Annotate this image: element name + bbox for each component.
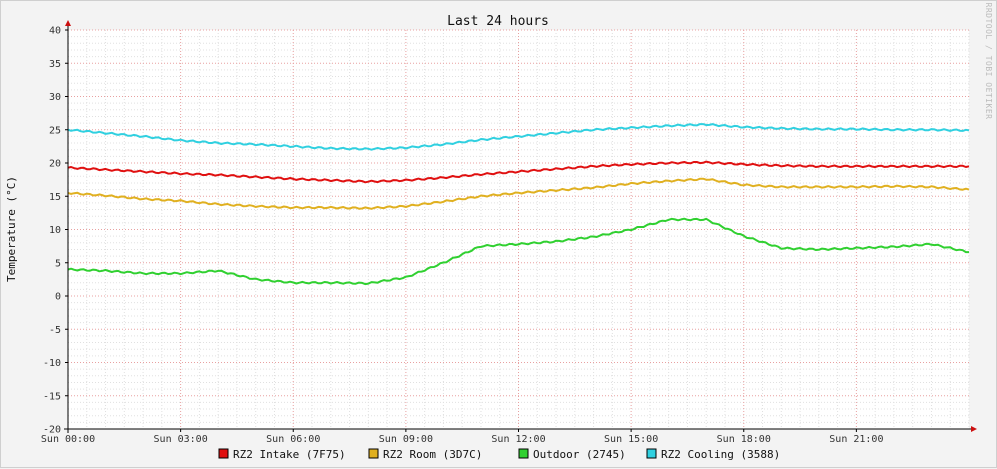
x-tick-label: Sun 03:00: [154, 434, 208, 445]
series-line-rz2-cooling-3588: [67, 123, 970, 151]
x-tick-label: Sun 09:00: [379, 434, 433, 445]
legend-label: RZ2 Intake (7F75): [233, 448, 346, 461]
y-tick-label: 20: [49, 159, 61, 170]
y-tick-label: 25: [49, 125, 61, 136]
y-tick-label: -15: [43, 391, 61, 402]
x-tick-label: Sun 18:00: [717, 434, 771, 445]
y-tick-label: -10: [43, 358, 61, 369]
legend-swatch: [646, 448, 657, 459]
x-tick-label: Sun 06:00: [266, 434, 320, 445]
legend-label: Outdoor (2745): [533, 448, 626, 461]
rrdtool-watermark: RRDTOOL / TOBI OETIKER: [984, 3, 993, 120]
legend: RZ2 Intake (7F75) RZ2 Room (3D7C) Outdoor …: [218, 448, 780, 461]
legend-swatch: [218, 448, 229, 459]
series-line-rz2-intake-7f75: [67, 160, 970, 184]
y-tick-label: 40: [49, 26, 61, 37]
y-tick-label: 0: [55, 292, 61, 303]
series-line-rz2-room-3d7c: [67, 177, 970, 210]
legend-label: RZ2 Room (3D7C): [383, 448, 482, 461]
y-axis-arrow: [65, 20, 71, 26]
y-tick-label: 10: [49, 225, 61, 236]
legend-label: RZ2 Cooling (3588): [661, 448, 780, 461]
x-tick-label: Sun 00:00: [41, 434, 95, 445]
x-tick-label: Sun 15:00: [604, 434, 658, 445]
y-tick-label: 30: [49, 92, 61, 103]
x-tick-label: Sun 21:00: [829, 434, 883, 445]
y-tick-label: 35: [49, 59, 61, 70]
chart-title: Last 24 hours: [447, 14, 549, 29]
x-tick-label: Sun 12:00: [491, 434, 545, 445]
y-tick-label: 15: [49, 192, 61, 203]
y-tick-label: -20: [43, 425, 61, 436]
y-tick-label: -5: [49, 325, 61, 336]
x-axis-arrow: [971, 426, 977, 432]
legend-swatch: [368, 448, 379, 459]
y-tick-label: 5: [55, 258, 61, 269]
legend-swatch: [518, 448, 529, 459]
y-axis-label: Temperature (°C): [5, 176, 18, 282]
series-line-outdoor-2745: [67, 217, 969, 286]
